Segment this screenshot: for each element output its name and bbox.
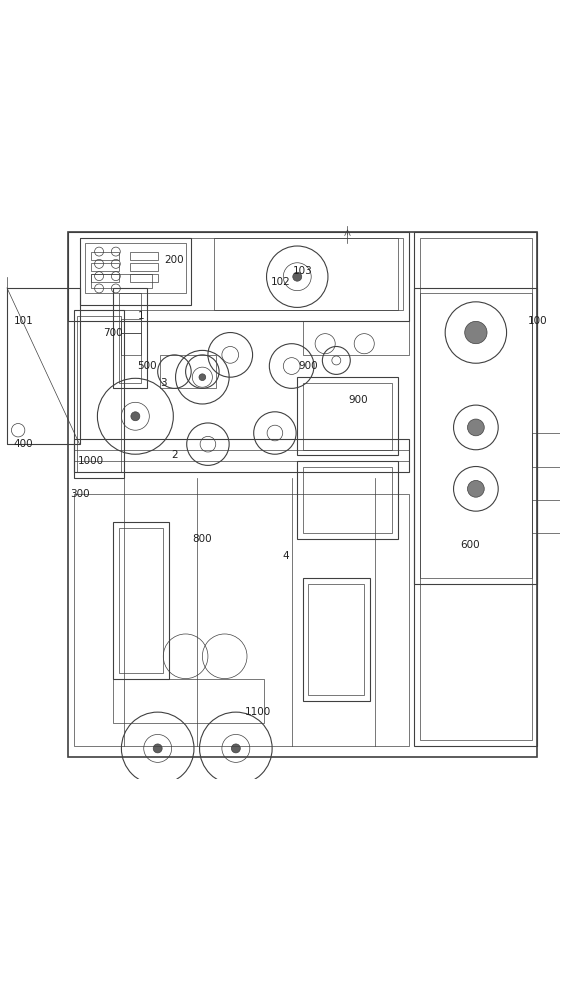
Bar (91, 252, 118, 260)
Bar (420, 238, 532, 740)
Bar (415, 288, 537, 584)
Bar (303, 578, 370, 701)
Bar (297, 461, 398, 539)
Text: 400: 400 (14, 439, 34, 449)
Bar (532, 500, 560, 533)
Text: 900: 900 (349, 395, 369, 405)
Bar (7, 288, 80, 444)
Circle shape (467, 480, 484, 497)
Bar (303, 383, 392, 450)
Text: 800: 800 (192, 534, 212, 544)
Bar (130, 263, 158, 271)
Circle shape (293, 272, 302, 281)
Circle shape (131, 412, 140, 421)
Circle shape (465, 321, 487, 344)
Circle shape (199, 374, 206, 381)
Text: 100: 100 (527, 316, 547, 326)
Text: 600: 600 (461, 540, 480, 550)
Circle shape (231, 744, 240, 753)
Bar (113, 679, 264, 723)
Bar (420, 293, 532, 578)
Bar (91, 263, 118, 271)
Text: 2: 2 (171, 450, 178, 460)
Text: 3: 3 (160, 378, 167, 388)
Bar (160, 355, 217, 388)
Bar (74, 494, 409, 746)
Bar (77, 316, 121, 472)
Circle shape (153, 744, 162, 753)
Text: 700: 700 (103, 328, 123, 338)
Bar (80, 238, 398, 310)
Bar (118, 293, 141, 383)
Bar (121, 319, 141, 333)
Text: 900: 900 (298, 361, 318, 371)
Text: 1: 1 (137, 311, 144, 321)
Text: 300: 300 (70, 489, 89, 499)
Bar (74, 450, 409, 461)
Bar (91, 274, 152, 288)
Bar (85, 243, 186, 293)
Bar (74, 310, 124, 478)
Bar (130, 274, 158, 282)
Text: 102: 102 (270, 277, 291, 287)
Bar (214, 238, 403, 310)
Bar (130, 252, 158, 260)
Bar (68, 232, 537, 757)
Bar (415, 232, 537, 746)
Bar (113, 288, 146, 388)
Text: 103: 103 (293, 266, 312, 276)
Bar (303, 467, 392, 533)
Bar (68, 232, 409, 321)
Bar (113, 522, 169, 679)
Circle shape (467, 419, 484, 436)
Text: 1100: 1100 (245, 707, 272, 717)
Text: 200: 200 (164, 255, 184, 265)
Bar (303, 321, 409, 355)
Bar (532, 433, 560, 467)
Bar (91, 274, 118, 282)
Text: 4: 4 (283, 551, 289, 561)
Bar (74, 439, 409, 472)
Bar (309, 584, 364, 695)
Text: 500: 500 (137, 361, 157, 371)
Bar (121, 333, 141, 355)
Text: 101: 101 (14, 316, 34, 326)
Bar (118, 528, 163, 673)
Text: 1000: 1000 (77, 456, 104, 466)
Bar (297, 377, 398, 455)
Bar (80, 238, 191, 305)
